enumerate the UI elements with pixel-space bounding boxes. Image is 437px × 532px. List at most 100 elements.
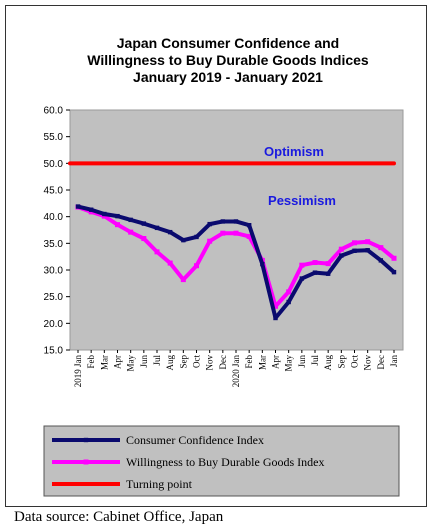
x-tick-label: Jul	[310, 355, 320, 366]
x-tick-label: Mar	[99, 355, 109, 370]
legend-label: Willingness to Buy Durable Goods Index	[126, 455, 325, 469]
consumer-confidence-point	[312, 270, 318, 275]
durable-goods-point	[233, 230, 239, 236]
x-tick-label: 2019 Jan	[73, 355, 83, 388]
x-tick-label: Oct	[192, 355, 202, 368]
durable-goods-point	[273, 303, 278, 309]
title-line-1: Japan Consumer Confidence and	[117, 35, 339, 51]
pessimism-label: Pessimism	[268, 193, 336, 208]
consumer-confidence-point	[194, 234, 199, 240]
consumer-confidence-point	[128, 217, 133, 223]
consumer-confidence-point	[88, 207, 94, 212]
durable-goods-point	[338, 246, 344, 252]
plot-area	[69, 109, 404, 351]
durable-goods-point	[141, 236, 147, 242]
data-source-note: Data source: Cabinet Office, Japan	[14, 509, 224, 525]
x-tick-label: Jul	[152, 355, 162, 366]
title-line-3: January 2019 - January 2021	[133, 69, 323, 85]
consumer-confidence-point	[273, 315, 278, 321]
x-tick-label: Jun	[139, 355, 149, 368]
x-tick-label: 2020 Jan	[231, 355, 241, 388]
series-layer	[68, 161, 397, 321]
x-tick-label: Jun	[297, 355, 307, 368]
consumer-confidence-point	[207, 221, 212, 227]
y-tick-label: 35.0	[44, 239, 64, 250]
x-tick-label: Sep	[336, 355, 346, 369]
legend: Consumer Confidence Index Willingness to …	[43, 425, 400, 497]
legend-label: Consumer Confidence Index	[126, 433, 264, 447]
optimism-label: Optimism	[264, 144, 324, 159]
x-tick-label: Dec	[376, 355, 386, 370]
consumer-confidence-point	[233, 219, 239, 224]
x-axis: 2019 Jan Feb Mar Apr May Jun Jul Aug Sep Oct Nov De…	[73, 350, 399, 387]
title-line-2: Willingness to Buy Durable Goods Indices	[87, 52, 369, 68]
x-tick-label: Nov	[363, 355, 373, 371]
y-tick-label: 60.0	[44, 106, 64, 117]
legend-label: Turning point	[126, 477, 193, 491]
x-tick-label: May	[284, 355, 294, 372]
durable-goods-point	[378, 245, 384, 251]
consumer-confidence-point	[220, 219, 226, 224]
durable-goods-point	[207, 238, 213, 244]
consumer-confidence-point	[339, 253, 344, 258]
consumer-confidence-point	[141, 221, 147, 226]
x-tick-label: Dec	[218, 355, 228, 370]
consumer-confidence-point	[391, 269, 397, 275]
x-tick-label: Apr	[271, 355, 281, 369]
consumer-confidence-point	[365, 248, 370, 253]
durable-goods-point	[286, 289, 292, 295]
durable-goods-point	[352, 240, 357, 246]
consumer-confidence-point	[115, 213, 120, 219]
legend-entries: Consumer Confidence Index Willingness to …	[52, 433, 325, 491]
y-tick-label: 55.0	[44, 132, 64, 143]
x-tick-label: Apr	[113, 355, 123, 369]
x-tick-label: Aug	[323, 355, 333, 371]
durable-goods-point	[220, 230, 226, 236]
consumer-confidence-point	[75, 204, 81, 209]
consumer-confidence-point	[181, 237, 186, 243]
x-tick-label: Sep	[178, 355, 188, 369]
consumer-confidence-point	[299, 276, 305, 281]
durable-goods-point	[154, 249, 160, 255]
durable-goods-point	[180, 277, 186, 283]
y-tick-label: 15.0	[44, 346, 64, 357]
y-axis: 60.0 55.0 50.0 45.0 40.0 35.0 30.0 25.0 20.0 15.0	[44, 106, 70, 357]
x-tick-label: Nov	[205, 355, 215, 371]
durable-goods-point	[391, 255, 397, 261]
legend-marker	[83, 437, 89, 443]
y-tick-label: 25.0	[44, 292, 64, 303]
consumer-confidence-point	[154, 225, 160, 231]
y-tick-label: 50.0	[44, 159, 64, 170]
x-tick-label: Feb	[244, 355, 254, 369]
durable-goods-point	[312, 260, 318, 266]
chart-title: Japan Consumer Confidence and Willingnes…	[87, 35, 369, 85]
y-tick-label: 30.0	[44, 266, 64, 277]
consumer-confidence-point	[260, 261, 265, 267]
x-tick-label: Feb	[86, 355, 96, 369]
durable-goods-point	[115, 222, 120, 228]
consumer-confidence-point	[286, 299, 291, 305]
x-tick-label: May	[126, 355, 136, 372]
x-tick-label: Mar	[257, 355, 267, 370]
durable-goods-point	[299, 262, 305, 268]
x-tick-label: Jan	[389, 355, 399, 367]
consumer-confidence-point	[378, 258, 384, 263]
consumer-confidence-point	[102, 211, 107, 217]
consumer-confidence-point	[167, 229, 173, 235]
durable-goods-point	[194, 263, 199, 269]
legend-marker	[83, 459, 89, 465]
durable-goods-point	[246, 233, 252, 239]
x-tick-label: Oct	[350, 355, 360, 368]
durable-goods-point	[325, 261, 331, 267]
x-tick-label: Aug	[165, 355, 175, 371]
consumer-confidence-point	[352, 248, 357, 253]
consumer-confidence-point	[246, 223, 252, 228]
y-tick-label: 20.0	[44, 319, 64, 330]
durable-goods-point	[167, 260, 173, 266]
durable-goods-point	[365, 239, 371, 245]
y-tick-label: 40.0	[44, 212, 64, 223]
durable-goods-point	[128, 229, 134, 235]
y-tick-label: 45.0	[44, 186, 64, 197]
consumer-confidence-point	[325, 271, 331, 276]
